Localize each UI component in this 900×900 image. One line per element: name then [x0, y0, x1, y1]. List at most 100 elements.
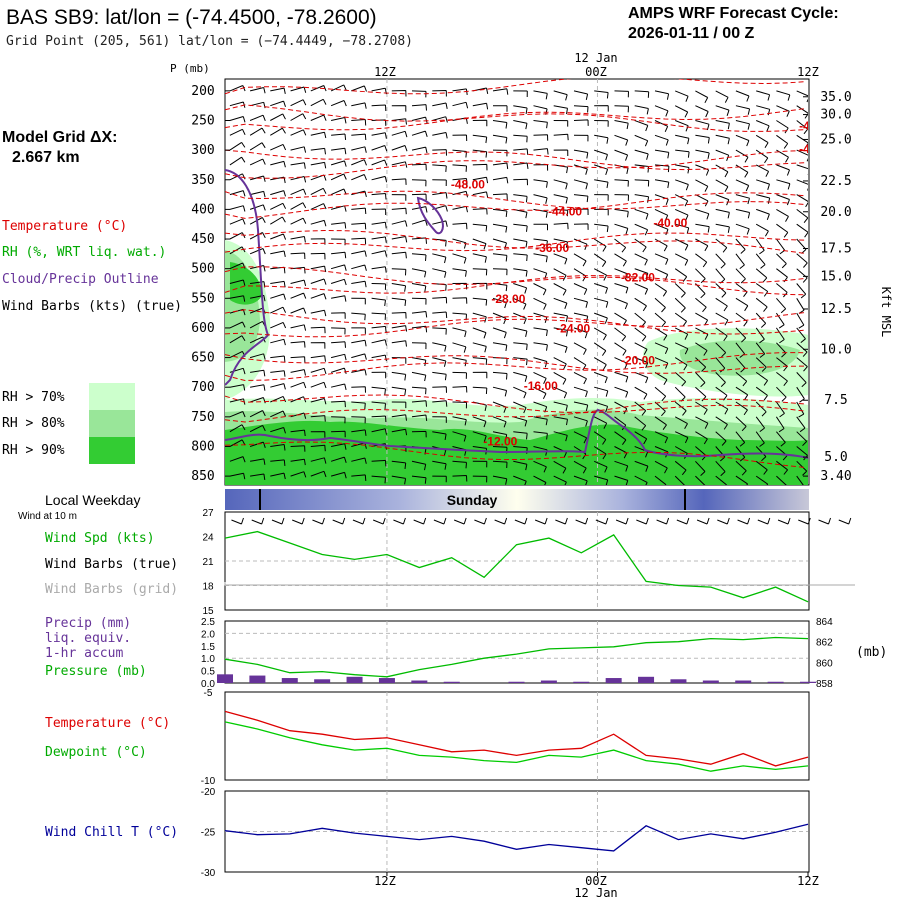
wind-barb [290, 113, 307, 121]
wind-barb [796, 401, 805, 418]
precip-bar [735, 680, 752, 683]
wind-barb [411, 116, 428, 124]
wind-barb [492, 431, 508, 441]
wind-barb [310, 147, 326, 155]
precip-bar [800, 681, 816, 683]
wind-barb [776, 164, 790, 176]
wind-barb [351, 159, 367, 166]
temperature-contour [225, 190, 806, 210]
wind-barb [695, 386, 707, 402]
wind-barb [533, 238, 548, 247]
wind-barb [472, 223, 488, 232]
precip-tick-label: 2.0 [201, 629, 215, 640]
precip-tick-label: 2.5 [201, 617, 215, 628]
wind-barb [411, 430, 427, 438]
wind-barb [715, 149, 730, 161]
wind-barb [634, 223, 649, 236]
wind-barb [290, 86, 307, 93]
wind-barb [472, 371, 488, 379]
wind-barb [513, 223, 528, 232]
legend-liq-equiv: liq. equiv. [45, 631, 131, 646]
wind-barb [776, 253, 787, 269]
grid-wind-barbs [224, 582, 855, 586]
wind-barb [472, 134, 488, 144]
wind-barb [331, 400, 346, 408]
cloud-outline [225, 169, 808, 459]
wind-barb [553, 312, 568, 322]
wind-barb [715, 134, 730, 145]
wind-barb [513, 148, 529, 155]
wind-barb [533, 386, 547, 400]
wind-tick-label: 21 [202, 557, 214, 568]
wind-barb [432, 311, 448, 319]
wind-barb [654, 105, 669, 117]
surface-wind-barb [372, 517, 386, 525]
wind-barb [472, 253, 487, 263]
wind-barb [331, 222, 347, 229]
station-title: BAS SB9: lat/lon = (-74.4500, -78.2600) [6, 6, 377, 29]
temperature-contour-label: -44.00 [799, 119, 833, 133]
wind-barb [432, 475, 447, 483]
wind-barb [654, 401, 666, 417]
wind-barb [735, 179, 750, 192]
wind-barb [553, 105, 568, 115]
wind-barb [391, 194, 407, 201]
wind-barb [513, 371, 528, 382]
precip-bar [217, 674, 233, 683]
wind-barb [432, 371, 447, 381]
wind-barb [411, 414, 428, 421]
wind-barb [735, 283, 748, 297]
wind-barb [594, 208, 609, 216]
wind-barb [472, 191, 489, 198]
wind-barb [371, 208, 387, 216]
wind-barb [674, 431, 689, 444]
wind-barb [330, 205, 347, 212]
wind-barb [290, 381, 307, 389]
wind-barb [391, 325, 408, 332]
wind-barb [351, 401, 366, 410]
surface-wind-barb [818, 517, 832, 525]
pressure-tick-label: 600 [191, 321, 214, 336]
wind-barb [290, 176, 307, 183]
wind-barb [229, 190, 246, 197]
wind-barb [492, 193, 508, 200]
wind-barb [614, 134, 629, 146]
surface-wind-barb [251, 517, 265, 525]
wind-speed-chart: 27 24 21 18 15 [202, 508, 855, 617]
wind-barb [654, 149, 670, 159]
wind-barb [351, 327, 366, 334]
wind-barb [735, 416, 747, 432]
wind-barb [533, 283, 547, 296]
height-tick-label: 35.0 [820, 90, 851, 105]
wind-barb [553, 371, 567, 385]
wind-barb [614, 120, 629, 130]
wind-barb [695, 179, 709, 192]
wind-barb [553, 179, 568, 190]
wind-barb [573, 297, 588, 308]
wind-barb [331, 147, 347, 155]
wind-barb [411, 460, 427, 471]
wind-barb [735, 105, 751, 115]
wind-barb [675, 223, 690, 234]
rh90-region-low [225, 420, 808, 485]
bottom-tick-00z: 00Z [585, 874, 607, 888]
wind-barb [755, 460, 768, 475]
wind-barb [290, 188, 307, 196]
pressure-line [224, 636, 809, 678]
cloud-outline-upper [416, 196, 444, 235]
temperature-contour-label: -44.00 [548, 204, 582, 218]
wind-barb [351, 474, 367, 481]
wind-barb [715, 431, 727, 446]
wind-barb [715, 120, 730, 130]
wind-barb [553, 90, 568, 101]
wind-barb [654, 223, 669, 236]
wind-barb [573, 357, 587, 371]
wind-barb [755, 134, 769, 148]
wind-barb [331, 251, 347, 259]
wind-barb [654, 460, 668, 474]
wind-barb [775, 401, 785, 418]
rh70-swatch [89, 383, 135, 410]
wind-barb [755, 342, 766, 358]
wind-barb [492, 401, 507, 413]
wind-barb [351, 190, 367, 198]
